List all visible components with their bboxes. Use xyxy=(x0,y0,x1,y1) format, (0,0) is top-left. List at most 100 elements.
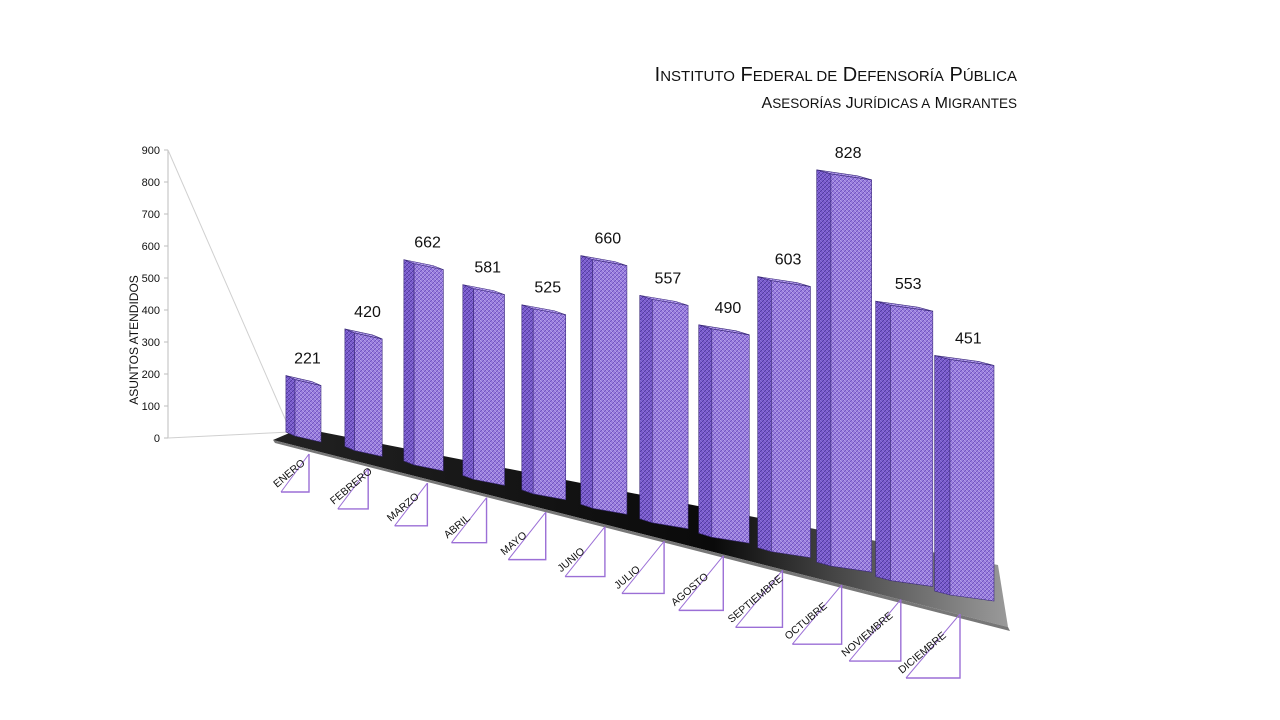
category-bracket xyxy=(451,497,488,544)
category-bracket xyxy=(394,483,429,527)
bar-front xyxy=(413,263,444,472)
chart-floor-edge xyxy=(273,440,1010,631)
bar-side xyxy=(403,259,415,466)
data-label: 221 xyxy=(294,351,321,368)
category-label-text: JUNIO xyxy=(555,545,587,574)
category-bracket xyxy=(792,584,843,645)
data-label: 662 xyxy=(414,235,441,252)
bar-top xyxy=(344,328,383,340)
bar-front xyxy=(830,173,872,573)
category-label-text: OCTUBRE xyxy=(783,600,830,642)
data-label: 490 xyxy=(715,300,742,317)
data-label: 828 xyxy=(835,145,862,162)
data-label: 525 xyxy=(534,280,561,297)
bar xyxy=(757,276,811,558)
category-label-text: ENERO xyxy=(271,457,307,490)
bar xyxy=(934,355,995,602)
category-label: SEPTIEMBRE xyxy=(726,570,785,628)
data-labels-layer: 221 420 662 581 525 660 557 490 603 828 553 451 xyxy=(294,145,982,368)
category-bracket xyxy=(906,614,961,679)
bar-front xyxy=(711,328,750,544)
y-tick-label: 800 xyxy=(142,177,160,189)
bar-top xyxy=(934,355,995,366)
y-axis-depth-top xyxy=(167,149,291,431)
bar-side xyxy=(698,324,713,538)
bar xyxy=(698,324,750,544)
category-label: MARZO xyxy=(385,482,429,527)
bar xyxy=(875,300,934,587)
bar xyxy=(462,284,505,486)
y-tick-label: 200 xyxy=(142,369,160,381)
bar-front xyxy=(592,259,628,515)
category-label-text: ABRIL xyxy=(442,512,473,541)
bar-side xyxy=(462,284,474,480)
category-bracket xyxy=(281,454,310,493)
bar-side xyxy=(816,169,832,567)
data-label: 603 xyxy=(775,252,802,269)
category-bracket-diagonal xyxy=(564,526,606,577)
chart-floor-layer xyxy=(273,428,1010,631)
bar-top xyxy=(580,255,628,266)
bar-side xyxy=(934,355,951,596)
data-label: 557 xyxy=(655,270,682,287)
y-tick-label: 300 xyxy=(142,337,160,349)
category-label: ENERO xyxy=(271,453,310,493)
category-bracket-diagonal xyxy=(394,482,428,527)
category-label: JUNIO xyxy=(555,526,606,578)
chart-title-line1: INSTITUTO FEDERAL DE DEFENSORÍA PÚBLICA xyxy=(655,64,1017,86)
category-label: NOVIEMBRE xyxy=(839,599,902,662)
bars-layer xyxy=(285,169,995,602)
bar-top xyxy=(816,169,872,181)
chart-title: INSTITUTO FEDERAL DE DEFENSORÍA PÚBLICA … xyxy=(655,64,1017,112)
category-bracket xyxy=(508,512,547,561)
category-bracket-diagonal xyxy=(621,540,665,594)
y-tick-label: 500 xyxy=(142,273,160,285)
y-axis-depth-base xyxy=(167,431,291,439)
data-label: 660 xyxy=(594,231,621,248)
bar-front xyxy=(532,308,567,501)
bar-top xyxy=(403,259,444,270)
y-tick-label: 100 xyxy=(142,401,160,413)
category-bracket xyxy=(565,526,606,578)
bar-top xyxy=(875,300,933,312)
category-label-text: MAYO xyxy=(498,529,529,558)
data-label: 581 xyxy=(474,260,501,277)
bar-front xyxy=(890,304,934,587)
category-label: DICIEMBRE xyxy=(896,613,961,679)
bar-side xyxy=(580,255,594,509)
category-label: FEBRERO xyxy=(328,465,375,510)
y-tick-label: 400 xyxy=(142,305,160,317)
bar-front xyxy=(771,280,811,558)
bar-front xyxy=(354,332,383,457)
y-tick-label: 600 xyxy=(142,241,160,253)
category-bracket-diagonal xyxy=(507,511,547,560)
bar-front xyxy=(473,288,505,486)
y-axis: 0 100 200 300 400 500 600 700 800 900 xyxy=(142,145,291,445)
bar-side xyxy=(521,304,534,495)
category-label: OCTUBRE xyxy=(783,584,843,645)
category-bracket-diagonal xyxy=(735,570,783,628)
category-label-text: NOVIEMBRE xyxy=(839,610,895,660)
bar-top xyxy=(757,276,811,287)
bar xyxy=(403,259,444,472)
bar-top xyxy=(285,375,322,386)
bar xyxy=(521,304,567,501)
bar-side xyxy=(875,300,891,581)
category-bracket xyxy=(621,541,665,595)
category-bracket xyxy=(337,468,369,510)
chart-subtitle: ASESORÍAS JURÍDICAS A MIGRANTES xyxy=(762,95,1017,112)
category-bracket-diagonal xyxy=(905,613,961,679)
category-bracket-diagonal xyxy=(280,453,310,493)
category-label-text: MARZO xyxy=(385,491,422,525)
category-label-text: DICIEMBRE xyxy=(896,630,948,677)
bar-top xyxy=(639,295,689,306)
bar-front xyxy=(949,359,995,602)
bar xyxy=(285,375,322,443)
data-label: 420 xyxy=(354,304,381,321)
category-label: MAYO xyxy=(498,511,547,561)
category-bracket-diagonal xyxy=(451,497,487,544)
category-bracket xyxy=(849,599,902,662)
category-bracket-diagonal xyxy=(678,555,724,611)
bar-top xyxy=(698,324,750,336)
